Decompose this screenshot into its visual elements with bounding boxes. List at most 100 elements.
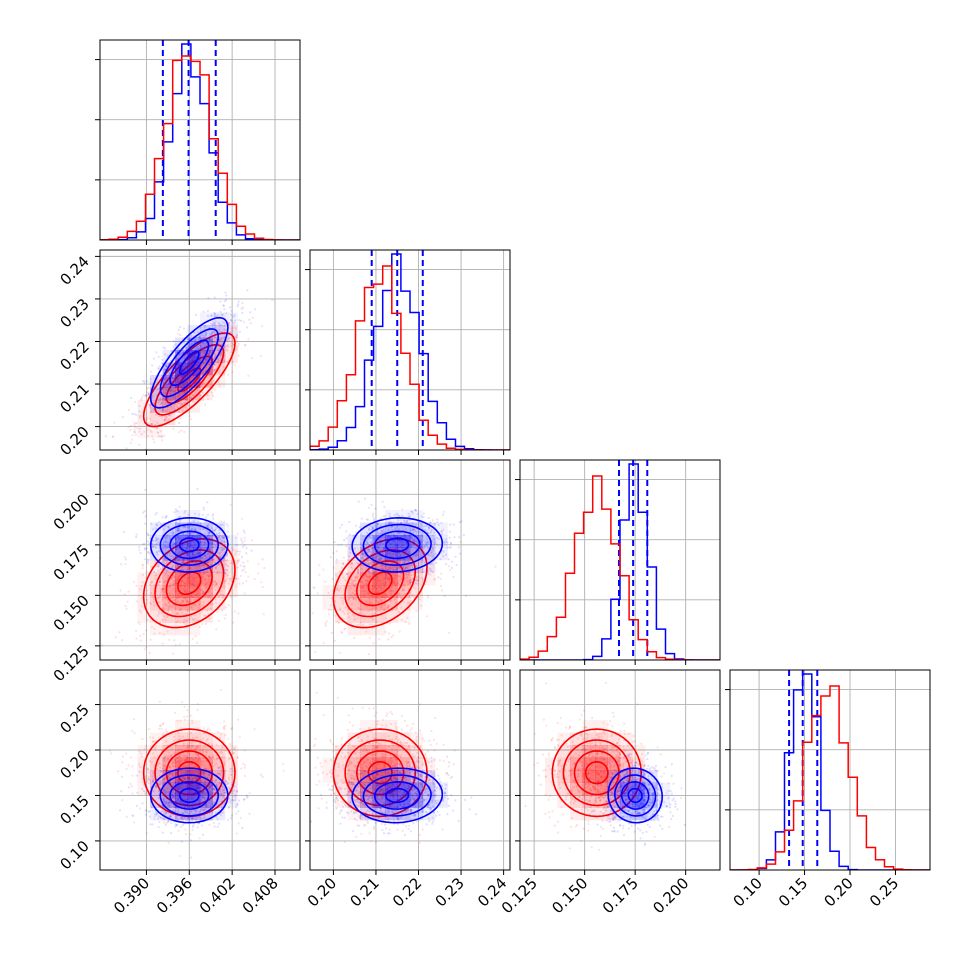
sample-point — [204, 331, 207, 334]
sample-point — [221, 332, 224, 335]
sample-point — [174, 360, 177, 363]
sample-point — [181, 611, 184, 614]
sample-point — [177, 328, 180, 331]
sample-point — [183, 357, 186, 360]
sample-point — [129, 441, 133, 445]
sample-point — [164, 545, 167, 549]
sample-point — [381, 564, 384, 568]
sample-point — [196, 585, 199, 589]
sample-point — [207, 575, 211, 578]
sample-point — [124, 558, 127, 561]
sample-point — [167, 605, 171, 608]
sample-point — [209, 804, 212, 808]
sample-point — [225, 348, 228, 351]
sample-point — [414, 508, 417, 511]
sample-point — [201, 342, 205, 345]
sample-point — [324, 580, 327, 583]
sample-point — [195, 340, 198, 343]
sample-point — [138, 549, 141, 552]
sample-point — [392, 634, 395, 637]
sample-point — [218, 782, 221, 785]
sample-point — [335, 558, 339, 561]
sample-point — [197, 553, 200, 556]
sample-point — [378, 549, 381, 552]
sample-point — [174, 385, 178, 388]
sample-point — [131, 765, 134, 768]
sample-point — [410, 543, 413, 547]
sample-point — [402, 600, 405, 603]
sample-point — [176, 529, 179, 532]
sample-point — [133, 431, 136, 434]
sample-point — [172, 427, 175, 430]
sample-point — [212, 558, 215, 562]
sample-point — [173, 599, 176, 602]
sample-point — [379, 586, 382, 589]
sample-point — [401, 558, 404, 561]
sample-point — [222, 536, 226, 539]
sample-point — [361, 535, 364, 538]
sample-point — [242, 561, 245, 564]
sample-point — [319, 666, 321, 668]
sample-point — [379, 539, 382, 542]
sample-point — [143, 648, 146, 651]
sample-point — [184, 819, 188, 822]
sample-point — [213, 312, 217, 315]
sample-point — [431, 546, 434, 549]
sample-point — [218, 339, 221, 342]
sample-point — [161, 435, 164, 438]
sample-point — [384, 549, 387, 552]
sample-point — [212, 387, 215, 390]
sample-point — [150, 603, 153, 606]
sample-point — [352, 534, 355, 537]
sample-point — [123, 593, 126, 596]
sample-point — [192, 521, 195, 524]
sample-point — [212, 529, 215, 532]
sample-point — [184, 376, 187, 379]
sample-point — [217, 558, 220, 562]
sample-point — [376, 535, 379, 538]
sample-point — [404, 620, 407, 624]
sample-point — [440, 521, 443, 525]
sample-point — [158, 601, 161, 604]
sample-point — [155, 380, 158, 384]
sample-point — [141, 380, 145, 383]
sample-point — [200, 548, 203, 551]
sample-point — [101, 644, 104, 647]
sample-point — [198, 552, 201, 555]
sample-point — [431, 548, 435, 551]
sample-point — [209, 373, 212, 376]
sample-point — [176, 612, 179, 615]
sample-point — [146, 550, 149, 554]
sample-point — [412, 539, 415, 542]
sample-point — [177, 393, 180, 396]
sample-point — [345, 545, 348, 548]
sample-point — [339, 651, 342, 655]
sample-point — [208, 337, 211, 340]
density-cell — [187, 510, 201, 523]
sample-point — [213, 586, 216, 589]
sample-point — [185, 347, 188, 351]
density-cell — [347, 535, 361, 548]
sample-point — [328, 608, 331, 611]
sample-point — [200, 589, 203, 592]
sample-point — [187, 561, 190, 565]
sample-point — [161, 457, 163, 459]
sample-point — [218, 338, 221, 342]
sample-point — [230, 313, 233, 316]
sample-point — [144, 488, 147, 492]
sample-point — [339, 526, 342, 529]
sample-point — [211, 539, 214, 543]
sample-point — [330, 608, 333, 611]
density-cell — [200, 547, 213, 561]
sample-point — [372, 554, 375, 557]
density-cell — [175, 597, 188, 611]
sample-point — [208, 534, 211, 537]
sample-point — [419, 539, 423, 542]
sample-point — [212, 551, 215, 554]
sample-point — [191, 560, 194, 564]
contour-line — [351, 516, 444, 573]
sample-point — [353, 615, 356, 618]
sample-point — [168, 399, 171, 403]
sample-point — [218, 556, 221, 559]
sample-point — [201, 576, 205, 579]
